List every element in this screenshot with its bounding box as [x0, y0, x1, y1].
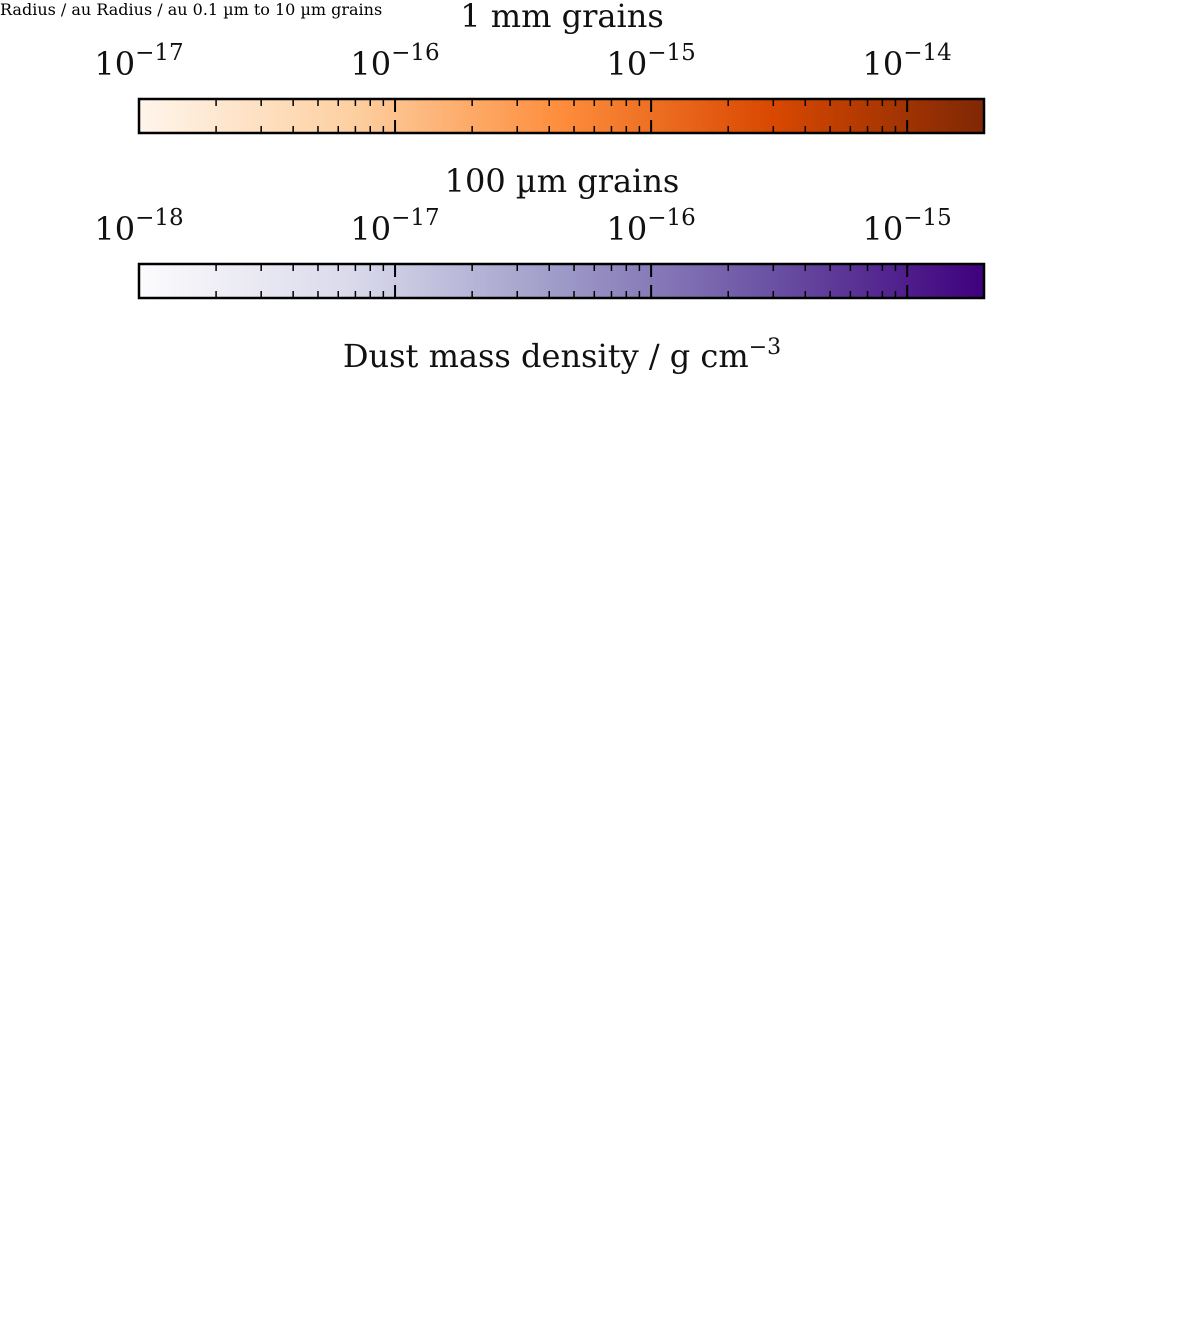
colorbar-tick-label: 10−17 [350, 205, 439, 248]
shared-density-label: Dust mass density / g cm−3 [343, 335, 781, 375]
colorbar-tick-label: 10−15 [863, 205, 952, 248]
colorbar-100um-title: 100 µm grains [445, 162, 680, 200]
colorbar-100um: 100 µm grains 10−18 10−17 10−16 10−15 [94, 162, 986, 300]
colorbar-tick-label: 10−15 [606, 40, 695, 83]
main-plot: 20406080100 403020100−10−20−30−40 Radius… [0, 0, 193, 19]
colorbar-tick-label: 10−18 [94, 205, 183, 248]
colorbar-1mm-ticks: 10−17 10−16 10−15 10−14 [94, 40, 952, 133]
y-axis-label: Radius / au [96, 0, 188, 19]
colorbar-small-title: 0.1 µm to 10 µm grains [192, 0, 383, 19]
x-axis-label: Radius / au [0, 0, 92, 19]
colorbar-1mm: 1 mm grains 10−17 10−16 10−15 10−14 [94, 0, 986, 135]
colorbar-1mm-bar [137, 97, 986, 135]
colorbar-tick-label: 10−16 [606, 205, 695, 248]
colorbar-tick-label: 10−14 [863, 40, 952, 83]
colorbar-tick-label: 10−17 [94, 40, 183, 83]
colorbar-tick-label: 10−16 [350, 40, 439, 83]
colorbar-100um-bar [137, 262, 986, 300]
colorbar-100um-ticks: 10−18 10−17 10−16 10−15 [94, 205, 952, 298]
colorbar-1mm-title: 1 mm grains [460, 0, 664, 35]
